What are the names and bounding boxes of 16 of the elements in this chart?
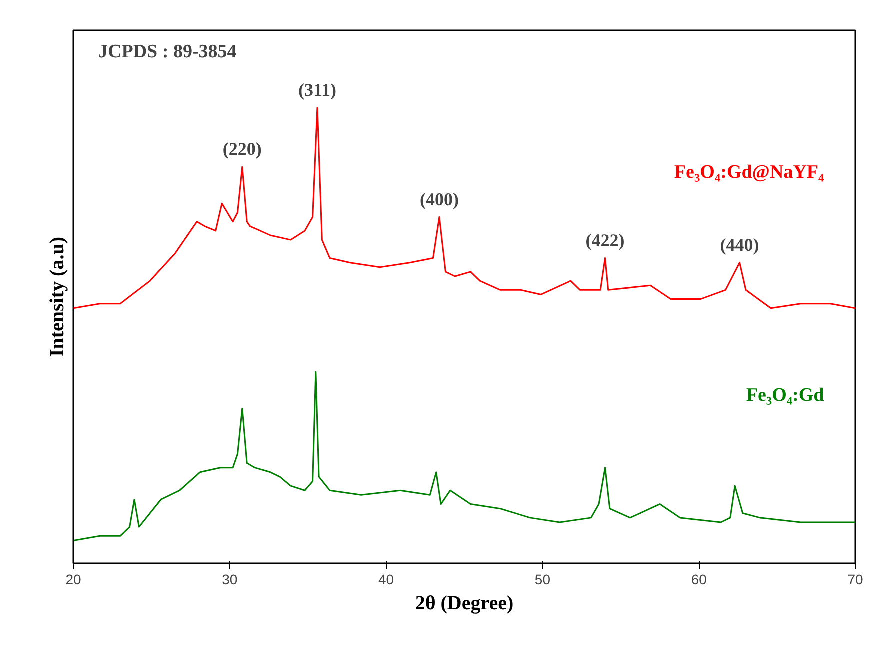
annotation: (220)	[222, 139, 262, 160]
x-axis-title: 2θ (Degree)	[415, 592, 514, 614]
y-axis-title: Intensity (a.u)	[46, 236, 68, 358]
text: Fe₃O₄:Gd	[746, 385, 825, 406]
x-tick-label: 70	[848, 572, 864, 588]
text: Fe₃O₄:Gd@NaYF₄	[674, 162, 825, 183]
x-tick-label: 20	[66, 572, 82, 588]
x-tick-label: 50	[534, 572, 551, 588]
x-tick-label: 30	[222, 572, 238, 588]
annotation: (311)	[298, 80, 336, 100]
annotation: (400)	[420, 189, 459, 210]
annotation: (440)	[720, 234, 760, 255]
x-tick-label: 40	[378, 572, 394, 588]
text: JCPDS : 89-3854	[98, 42, 238, 62]
x-tick-label: 60	[691, 572, 708, 588]
annotation: (422)	[586, 230, 625, 250]
